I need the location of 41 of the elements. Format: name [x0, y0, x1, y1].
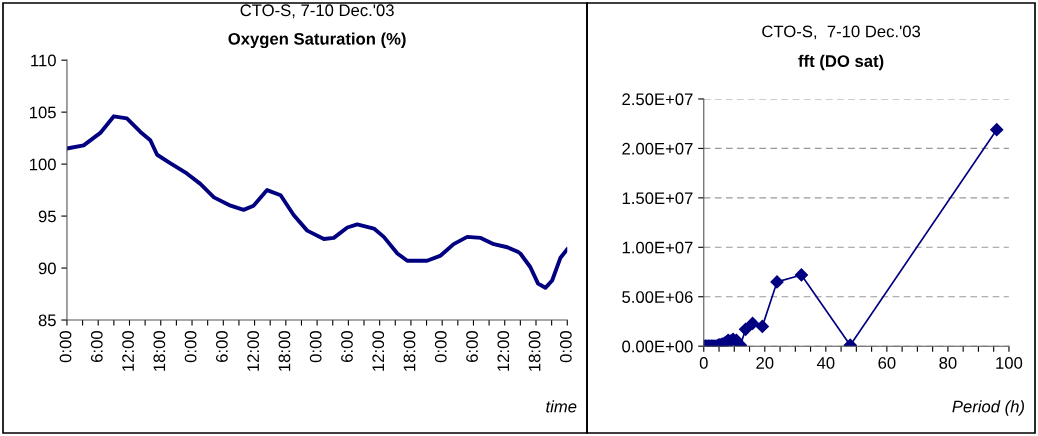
x-tick-label: 18:00: [528, 331, 541, 371]
x-tick-label: 12:00: [372, 331, 385, 371]
y-tick-label: 90: [38, 262, 56, 275]
x-tick-label: 6:00: [466, 331, 478, 363]
x-tick-label: 80: [939, 357, 957, 369]
x-tick-label: 12:00: [122, 331, 134, 371]
x-axis-title: Period (h): [952, 400, 1025, 416]
y-tick-label: 2.50E+07: [622, 93, 693, 106]
x-tick-label: 0:00: [309, 331, 322, 363]
y-tick-label: 0.00E+00: [622, 340, 693, 353]
chart-subtitle: CTO-S, 7-10 Dec.'03: [762, 25, 921, 40]
x-tick-label: 0:00: [184, 331, 197, 363]
x-tick-label: 18:00: [278, 331, 291, 371]
y-tick-label: 85: [38, 314, 56, 327]
x-tick-label: 12:00: [497, 331, 510, 371]
x-tick-label: 12:00: [247, 331, 260, 371]
x-tick-label: 100: [996, 357, 1023, 369]
y-tick-label: 5.00E+06: [622, 291, 693, 303]
chart-title: Oxygen Saturation (%): [228, 32, 406, 49]
x-tick-label: 6:00: [90, 331, 103, 363]
x-tick-label: 60: [878, 357, 896, 369]
y-tick-label: 2.00E+07: [622, 142, 693, 155]
x-tick-label: 0:00: [434, 331, 447, 363]
x-tick-label: 20: [756, 357, 774, 369]
x-tick-label: 18:00: [153, 331, 166, 371]
x-tick-label: 18:00: [403, 331, 416, 371]
y-tick-label: 110: [31, 54, 56, 67]
x-tick-label: 0: [699, 357, 708, 369]
chart-title: fft (DO sat): [798, 54, 884, 71]
y-tick-label: 95: [38, 210, 56, 223]
y-tick-label: 105: [30, 106, 56, 119]
y-tick-label: 1.00E+07: [622, 241, 693, 254]
x-tick-label: 40: [816, 357, 835, 369]
x-tick-label: 0:00: [559, 331, 572, 363]
x-tick-label: 0:00: [59, 331, 72, 363]
chart-subtitle: CTO-S, 7-10 Dec.'03: [240, 4, 394, 19]
x-tick-label: 6:00: [341, 331, 353, 363]
x-axis-title: time: [546, 400, 577, 413]
y-tick-label: 100: [30, 158, 56, 171]
x-tick-label: 6:00: [215, 331, 228, 363]
y-tick-label: 1.50E+07: [622, 192, 693, 205]
